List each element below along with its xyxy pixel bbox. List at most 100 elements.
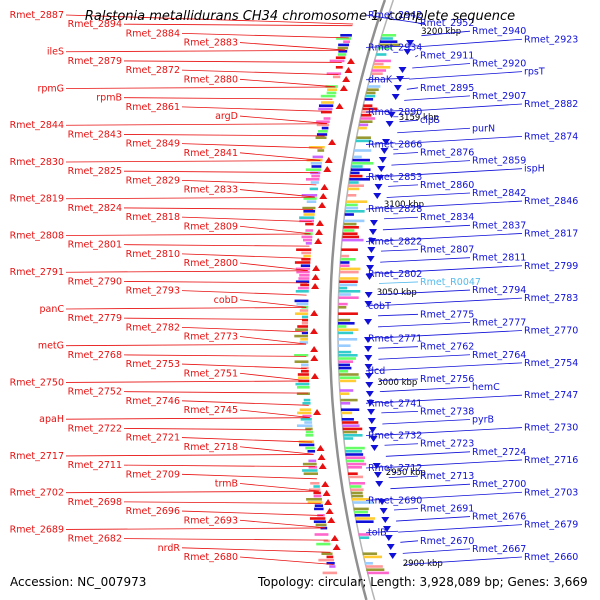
- left-label-connector: [123, 464, 316, 468]
- feature-block: [299, 309, 309, 312]
- right-label-connector: [378, 346, 419, 349]
- feature-block: [373, 62, 384, 66]
- feature-block: [351, 498, 370, 501]
- feature-block: [329, 565, 336, 568]
- right-label-connector: [391, 160, 471, 166]
- right-gene-label: Rmet_2822: [368, 237, 422, 248]
- feature-block: [320, 110, 332, 114]
- forward-gene-arrow: [342, 76, 351, 82]
- right-label-connector: [365, 45, 419, 48]
- left-label-connector: [181, 143, 323, 149]
- right-label-connector: [365, 304, 379, 307]
- feature-block: [343, 40, 350, 43]
- left-gene-label: Rmet_2830: [10, 157, 64, 168]
- right-label-connector: [386, 192, 471, 198]
- left-label-connector: [123, 281, 308, 284]
- right-label-connector: [421, 30, 471, 37]
- forward-gene-arrow: [346, 58, 355, 64]
- feature-block: [295, 382, 310, 386]
- feature-block: [295, 267, 310, 271]
- feature-block: [301, 331, 309, 335]
- feature-block: [318, 130, 328, 133]
- right-label-connector: [381, 410, 419, 414]
- feature-block: [340, 254, 349, 258]
- right-gene-label: dnaK: [368, 75, 393, 86]
- left-label-connector: [65, 160, 321, 163]
- feature-block: [338, 43, 350, 47]
- feature-block: [329, 59, 345, 63]
- feature-block: [338, 360, 354, 363]
- feature-block: [345, 206, 359, 210]
- feature-block: [338, 363, 350, 367]
- feature-block: [313, 520, 326, 523]
- feature-block: [366, 568, 385, 571]
- forward-gene-arrow: [311, 274, 320, 280]
- left-label-connector: [123, 244, 310, 247]
- right-label-connector: [365, 369, 379, 372]
- feature-block: [343, 226, 359, 229]
- feature-block: [298, 277, 310, 280]
- right-label-connector: [404, 95, 471, 101]
- reverse-gene-arrow: [368, 427, 377, 433]
- right-label-connector: [384, 443, 419, 446]
- feature-block: [297, 286, 309, 290]
- feature-block: [371, 69, 387, 72]
- feature-block: [379, 40, 398, 43]
- feature-block: [356, 136, 371, 139]
- left-gene-label: Rmet_2768: [68, 350, 122, 361]
- feature-block: [299, 341, 309, 344]
- right-gene-label: Rmet_2771: [368, 334, 422, 345]
- right-label-connector: [390, 483, 471, 490]
- feature-block: [310, 482, 320, 485]
- right-gene-label: Rmet_2882: [524, 99, 578, 110]
- reverse-gene-arrow: [373, 472, 382, 478]
- feature-block: [300, 366, 309, 370]
- right-gene-label: Rmet_2770: [524, 325, 578, 336]
- right-gene-label: Rmet_2911: [420, 50, 474, 61]
- left-label-connector: [181, 510, 324, 516]
- left-label-connector: [239, 556, 334, 565]
- feature-block: [300, 264, 311, 267]
- right-gene-label: Rmet_2747: [524, 390, 578, 401]
- feature-block: [344, 446, 365, 450]
- forward-gene-arrow: [323, 166, 332, 172]
- feature-block: [342, 421, 359, 424]
- feature-block: [294, 354, 309, 357]
- feature-block: [338, 293, 351, 296]
- left-label-connector: [181, 473, 317, 480]
- left-gene-label: ileS: [47, 47, 64, 58]
- right-label-connector: [365, 336, 379, 339]
- feature-block: [339, 392, 350, 395]
- left-gene-label: Rmet_2880: [184, 74, 238, 85]
- right-label-connector: [385, 200, 523, 209]
- right-gene-label: Rmet_2754: [524, 358, 578, 369]
- forward-gene-arrow: [332, 544, 341, 550]
- feature-block: [305, 222, 314, 226]
- left-label-connector: [239, 152, 321, 161]
- right-gene-label: Rmet_2777: [472, 317, 526, 328]
- left-label-connector: [123, 354, 307, 357]
- left-label-connector: [239, 262, 308, 271]
- reverse-gene-arrow: [364, 292, 373, 298]
- feature-block: [364, 98, 374, 101]
- feature-block: [322, 571, 338, 575]
- left-label-connector: [239, 372, 308, 382]
- right-label-connector: [379, 265, 523, 274]
- left-label-connector: [65, 307, 307, 310]
- feature-block: [338, 338, 358, 341]
- feature-block: [302, 469, 318, 472]
- reverse-gene-arrow: [369, 229, 378, 235]
- feature-block: [296, 270, 310, 274]
- right-label-connector: [365, 530, 399, 534]
- reverse-gene-arrow: [364, 301, 373, 307]
- feature-block: [374, 59, 391, 63]
- right-gene-label: Rmet_2942: [368, 10, 422, 21]
- right-label-connector: [412, 63, 471, 69]
- left-gene-label: Rmet_2833: [184, 185, 238, 196]
- feature-block: [308, 488, 321, 491]
- reverse-gene-arrow: [406, 40, 415, 46]
- reverse-gene-arrow: [369, 220, 378, 226]
- left-gene-label: Rmet_2810: [126, 249, 180, 260]
- left-label-connector: [181, 437, 313, 443]
